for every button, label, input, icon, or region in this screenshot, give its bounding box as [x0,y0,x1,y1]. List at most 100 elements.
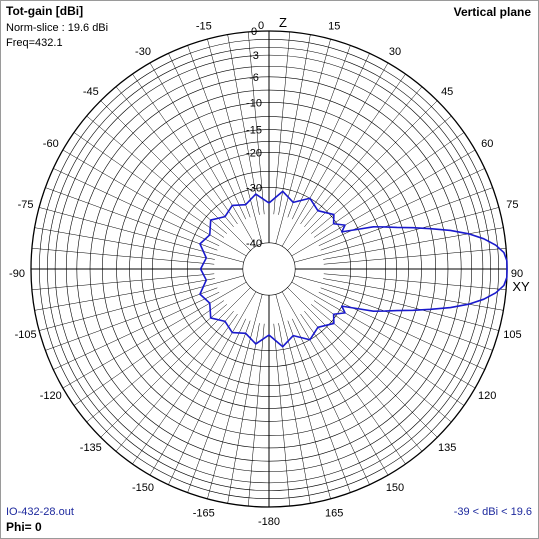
grid-spoke [292,53,370,220]
grid-spoke [100,100,251,251]
angle-label: 60 [481,138,493,150]
radial-label: -30 [246,182,262,194]
grid-spoke [300,313,406,465]
grid-spoke [323,273,507,290]
angle-label: 30 [389,46,401,58]
phi-label: Phi= 0 [6,520,42,534]
grid-spoke [45,287,218,351]
angle-label: -90 [9,268,25,280]
grid-spoke [86,115,228,234]
grid-spoke [73,132,225,238]
angle-label: -15 [196,21,212,33]
grid-spoke [291,149,476,257]
grid-spoke [248,323,265,507]
grid-spoke [320,287,493,351]
angle-label: -30 [135,46,151,58]
grid-spoke [318,292,485,370]
grid-spoke [275,39,331,244]
grid-spoke [323,227,504,260]
grid-spoke [227,323,260,504]
grid-spoke [294,275,499,331]
grid-spoke [62,149,247,257]
grid-spoke [287,45,351,218]
angle-label: 90 [511,268,523,280]
angle-label: -165 [193,507,215,519]
grid-spoke [291,281,476,389]
grid-spoke [207,294,263,499]
grid-spoke [45,187,218,251]
grid-spoke [149,291,257,476]
gain-range-label: -39 < dBi < 19.6 [453,506,532,518]
angle-label: -60 [43,138,59,150]
grid-spoke [318,168,485,246]
grid-spoke [294,207,499,263]
grid-spoke [273,323,290,507]
grid-spoke [187,320,251,493]
grid-spoke [227,34,260,215]
norm-slice-label: Norm-slice : 19.6 dBi [6,22,109,34]
grid-spoke [73,300,225,406]
grid-spoke [320,187,493,251]
grid-spoke [287,320,351,493]
grid-spoke [168,53,246,220]
grid-spoke [313,132,465,238]
radial-label: -20 [246,147,262,159]
grid-spoke [323,248,507,265]
angle-label: 105 [503,329,521,341]
grid-spoke [100,287,251,438]
angle-label: -150 [132,482,154,494]
grid-spoke [292,318,370,485]
grid-spoke [39,275,244,331]
grid-spoke [62,281,247,389]
angle-label: -120 [40,390,62,402]
grid-spoke [278,34,311,215]
grid-spoke [31,273,215,290]
radial-label: -10 [246,97,262,109]
grid-spoke [53,292,220,370]
grid-spoke [115,86,234,228]
grid-spoke [39,207,244,263]
angle-label: 165 [325,507,343,519]
grid-spoke [187,45,251,218]
grid-spoke [86,304,228,423]
grid-spoke [281,62,389,247]
radial-label: 0 [251,26,257,38]
grid-spoke [149,62,257,247]
grid-spoke [273,31,290,215]
grid-spoke [115,310,234,452]
grid-spoke [132,73,238,225]
chart-title: Tot-gain [dBi] [6,4,84,18]
file-name-label: IO-432-28.out [6,506,74,518]
angle-label: -105 [15,329,37,341]
angle-label: -45 [83,86,99,98]
grid-spoke [278,323,311,504]
radial-label: -15 [246,125,262,137]
radial-label: -6 [249,72,259,84]
grid-spoke [34,278,215,311]
angle-label: -180 [258,516,280,528]
grid-spoke [300,73,406,225]
angle-label: -75 [18,199,34,211]
grid-spoke [248,31,265,215]
angle-label: 15 [328,21,340,33]
grid-spoke [168,318,246,485]
grid-spoke [132,313,238,465]
angle-label: 135 [438,442,456,454]
grid-spoke [275,294,331,499]
grid-spoke [304,310,423,452]
grid-spoke [207,39,263,244]
angle-label: 0 [258,20,264,32]
grid-spoke [34,227,215,260]
angle-label: -135 [80,442,102,454]
grid-ring [242,242,296,296]
grid-spoke [281,291,389,476]
angle-label: 120 [478,390,496,402]
radial-label: -3 [249,50,259,62]
grid-spoke [313,300,465,406]
grid-spoke [323,278,504,311]
frequency-label: Freq=432.1 [6,37,63,49]
angle-label: 75 [506,199,518,211]
angle-label: 45 [441,86,453,98]
